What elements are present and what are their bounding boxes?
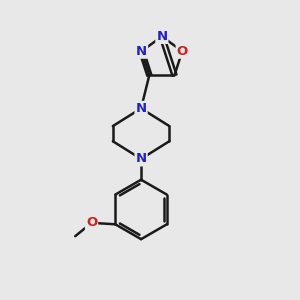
Text: N: N: [136, 102, 147, 115]
Text: O: O: [86, 216, 97, 229]
Text: N: N: [136, 152, 147, 165]
Text: N: N: [156, 30, 167, 43]
Text: N: N: [136, 45, 147, 58]
Text: O: O: [177, 45, 188, 58]
